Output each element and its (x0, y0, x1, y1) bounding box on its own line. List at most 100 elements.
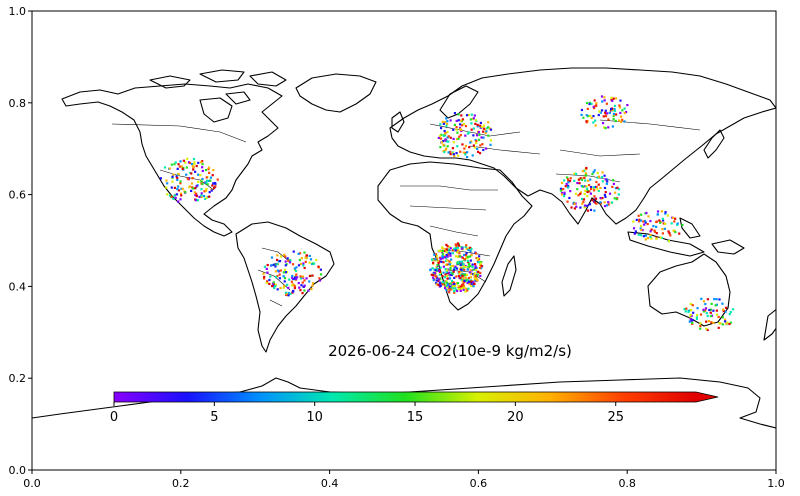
emission-point (445, 248, 448, 251)
colorbar-outline (113, 391, 719, 403)
emission-point (584, 179, 587, 182)
emission-point (611, 125, 614, 128)
emission-point (459, 133, 462, 137)
emission-point (441, 275, 444, 278)
emission-point (568, 179, 572, 183)
emission-point (453, 282, 456, 286)
emission-point (681, 223, 684, 227)
emission-point (299, 275, 302, 278)
emission-point (437, 279, 440, 282)
emission-point (593, 201, 596, 204)
emission-point (459, 285, 462, 288)
emission-point (472, 144, 475, 147)
emission-point (479, 274, 482, 278)
emission-point (459, 255, 462, 258)
emission-point (603, 96, 606, 99)
emission-point (305, 254, 309, 257)
emission-point (466, 257, 469, 260)
emission-point (299, 262, 302, 266)
emission-point (465, 247, 468, 250)
emission-point (193, 162, 196, 166)
emission-point (300, 257, 303, 260)
emission-point (472, 268, 475, 271)
emission-point (463, 258, 467, 261)
y-axis: 0.0 0.2 0.4 0.6 0.8 1.0 (9, 5, 32, 477)
emission-point (468, 271, 472, 274)
emission-point (699, 322, 702, 325)
emission-point (604, 127, 607, 130)
emission-point (475, 266, 478, 270)
emission-point (612, 112, 616, 115)
emission-point (667, 240, 670, 243)
emission-point (472, 134, 475, 137)
emission-point (487, 121, 490, 124)
emission-point (448, 245, 451, 249)
emission-point (443, 276, 446, 279)
emission-point (475, 256, 478, 260)
emission-point (468, 283, 471, 286)
emission-point (436, 263, 439, 267)
emission-point (704, 302, 707, 306)
emission-point (445, 251, 448, 254)
emission-point (613, 107, 616, 111)
emission-point (444, 121, 447, 124)
emission-point (604, 115, 608, 118)
emission-point (201, 177, 204, 181)
emission-point (180, 187, 183, 190)
emission-point (466, 289, 469, 292)
emission-point (200, 188, 203, 191)
emission-point (166, 182, 169, 185)
y-tick-label: 0.0 (9, 464, 27, 477)
emission-point (198, 195, 201, 198)
emission-point (469, 264, 472, 267)
emission-point (585, 120, 588, 123)
emission-point (180, 165, 183, 168)
new-zealand (763, 308, 776, 341)
emission-point (477, 150, 480, 153)
emission-point (302, 264, 305, 267)
emission-point (705, 320, 708, 323)
emission-point (441, 252, 444, 256)
emission-point (445, 253, 448, 257)
emission-point (478, 152, 482, 155)
emission-point (617, 193, 620, 196)
emission-point (186, 157, 189, 160)
emission-point (702, 310, 705, 313)
emission-point (432, 278, 435, 282)
emission-point (485, 130, 488, 133)
emission-point (442, 139, 445, 143)
emission-point (460, 278, 463, 281)
emission-point (663, 227, 666, 230)
emission-point (201, 169, 204, 173)
emission-point (432, 271, 435, 275)
emission-point (168, 194, 172, 197)
x-tick-label: 0.0 (23, 477, 41, 490)
emission-point (597, 113, 600, 117)
emission-point (592, 121, 595, 124)
emission-point (443, 129, 446, 133)
emission-point (463, 147, 466, 150)
emission-point (645, 211, 648, 215)
emission-point (689, 309, 693, 312)
emission-point (453, 112, 457, 115)
emission-point (660, 210, 664, 213)
emission-point (440, 133, 443, 136)
emission-point (289, 259, 292, 262)
emission-point (580, 178, 584, 181)
emission-point (637, 233, 640, 236)
emission-point (165, 186, 168, 189)
emission-point (582, 116, 585, 119)
emission-point (466, 155, 469, 159)
emission-point (265, 281, 268, 285)
emission-point (438, 268, 441, 271)
emission-point (595, 202, 598, 205)
emission-point (463, 273, 467, 276)
emission-point (302, 285, 305, 288)
y-tick-label: 1.0 (9, 5, 27, 18)
emission-point (166, 193, 169, 196)
emission-point (284, 255, 287, 258)
emission-point (578, 182, 581, 185)
emission-point (180, 194, 183, 197)
emission-point (205, 176, 208, 179)
emission-point (476, 272, 479, 275)
